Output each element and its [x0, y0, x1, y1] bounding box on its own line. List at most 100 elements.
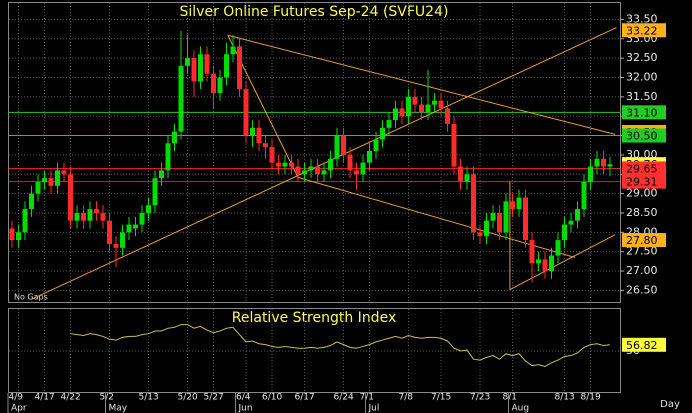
candle-body: [542, 259, 548, 272]
candle-body: [380, 127, 385, 140]
candle-body: [295, 166, 301, 175]
candle-body: [42, 178, 47, 182]
y-tick-label: 27.50: [626, 245, 658, 258]
candle-body: [211, 73, 216, 93]
candle-body: [601, 158, 606, 167]
candle-body: [198, 54, 203, 82]
candle-body: [35, 182, 41, 194]
candle-body: [425, 104, 431, 113]
candle-body: [302, 170, 307, 175]
x-tick-label: 6/10: [262, 393, 282, 403]
candle-body: [250, 127, 255, 136]
candle-body: [419, 104, 424, 113]
candle-body: [107, 220, 112, 244]
candle-body: [341, 135, 346, 155]
x-tick-label: 5/13: [139, 393, 159, 403]
candle-body: [230, 46, 236, 55]
x-tick-label: 5/27: [204, 393, 224, 403]
candle-body: [575, 209, 580, 221]
candle-body: [22, 209, 28, 233]
price-label: 29.65: [626, 162, 658, 175]
candle-body: [68, 174, 73, 221]
price-label-box: [622, 105, 666, 120]
value-label-box: [622, 337, 666, 352]
candle-body: [61, 170, 67, 175]
candle-body: [16, 232, 21, 241]
candle-body: [315, 166, 320, 175]
candle-body: [172, 131, 177, 144]
candle-body: [81, 212, 86, 221]
candle-body: [562, 224, 567, 241]
candle-body: [438, 100, 444, 109]
x-tick-label: 8/19: [581, 393, 601, 403]
y-tick-label: 33.50: [626, 12, 658, 25]
candle-body: [516, 197, 522, 210]
candle-body: [354, 170, 359, 175]
y-tick-label: 26.50: [626, 283, 658, 296]
candle-body: [607, 164, 613, 167]
candle-body: [120, 232, 125, 248]
candle-body: [308, 166, 314, 171]
candle-body: [464, 174, 470, 182]
candle-body: [9, 228, 15, 241]
candle-body: [217, 77, 223, 93]
price-label-box: [622, 233, 666, 248]
rsi-line: [70, 324, 611, 368]
candle-body: [555, 240, 561, 256]
candle-body: [321, 170, 327, 175]
y-tick-label: 29.00: [626, 187, 658, 200]
candle-body: [549, 255, 554, 272]
candle-body: [113, 243, 119, 248]
candle-body: [100, 212, 106, 221]
candle-body: [412, 96, 418, 105]
y-tick-label: 28.50: [626, 206, 658, 219]
x-tick-label: 6/17: [295, 393, 315, 403]
candle-body: [497, 212, 502, 233]
price-label: 29.31: [626, 176, 658, 189]
candle-body: [451, 123, 457, 167]
month-label: Aug: [512, 404, 530, 413]
candle-body: [523, 197, 528, 241]
x-tick-label: 4/17: [35, 393, 55, 403]
price-label: 30.50: [626, 130, 658, 143]
candle-body: [568, 220, 574, 225]
candle-body: [165, 143, 171, 171]
x-axis-label: Day: [660, 399, 680, 410]
candle-body: [237, 46, 242, 90]
price-label: 33.22: [626, 24, 658, 37]
candle-body: [484, 220, 489, 237]
candle-body: [133, 224, 138, 229]
candle-body: [256, 127, 262, 144]
candle-body: [399, 108, 405, 117]
candle-body: [406, 96, 411, 117]
candle-body: [48, 178, 54, 186]
candle-body: [204, 54, 210, 74]
candle-body: [178, 65, 184, 132]
candle-body: [588, 166, 593, 182]
candle-body: [159, 170, 164, 179]
candle-body: [510, 201, 515, 210]
candle-body: [263, 143, 268, 148]
candle-body: [529, 240, 535, 264]
candle-body: [477, 232, 483, 237]
candle-body: [328, 158, 333, 171]
candle-body: [74, 212, 80, 221]
candle-body: [126, 224, 132, 233]
trendline: [227, 34, 616, 135]
candle-body: [503, 201, 509, 233]
candle-body: [276, 162, 281, 167]
candle-body: [55, 170, 60, 186]
price-label: 31.10: [626, 106, 658, 119]
candle-body: [146, 205, 151, 213]
month-label: May: [109, 404, 128, 413]
value-label: 56.82: [626, 339, 658, 352]
candle-body: [458, 166, 463, 182]
x-tick-label: 4/22: [61, 393, 81, 403]
candle-body: [289, 162, 294, 167]
candle-body: [393, 108, 398, 121]
candle-body: [87, 209, 93, 221]
candle-body: [490, 212, 496, 221]
x-tick-label: 6/4: [236, 393, 251, 403]
